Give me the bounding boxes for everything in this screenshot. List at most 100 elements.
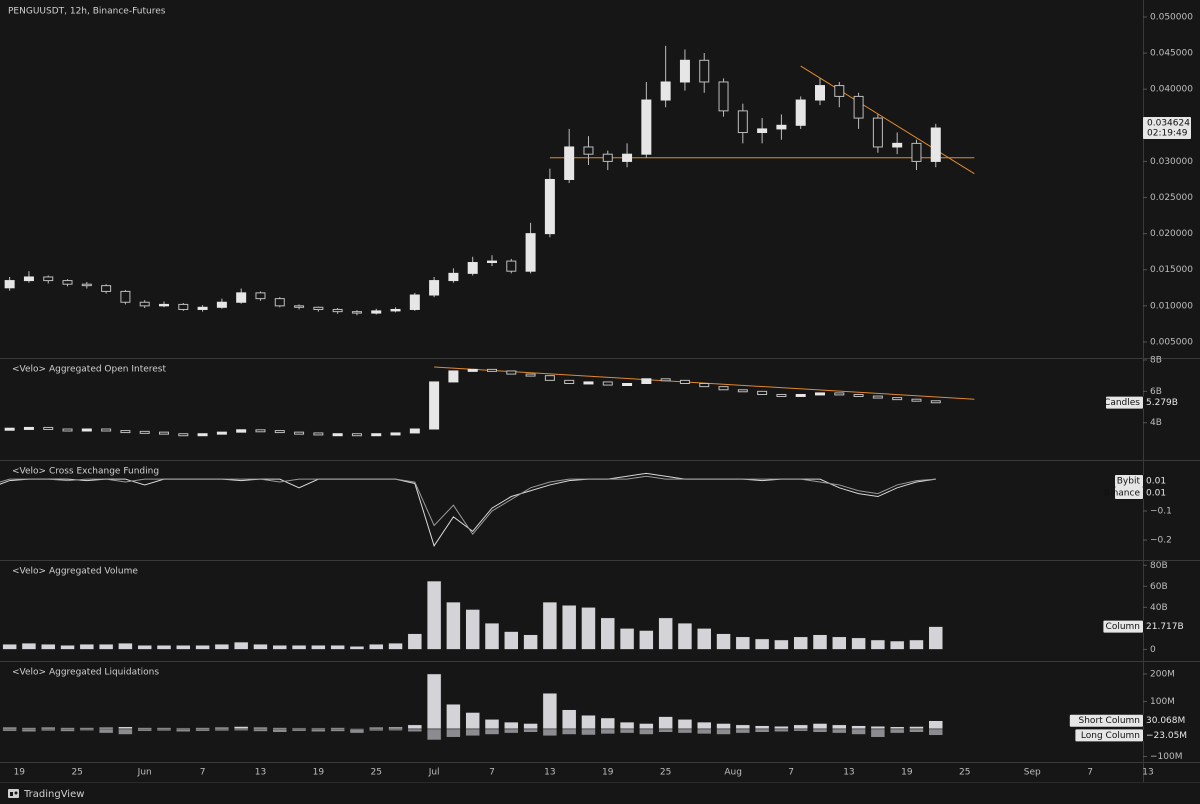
y-tick-label: −100M: [1150, 752, 1182, 762]
candle-body: [564, 146, 575, 180]
bar: [581, 607, 596, 650]
bar: [484, 622, 500, 650]
candle-body: [43, 276, 54, 282]
last-value-box: [1143, 475, 1171, 487]
candle-body: [525, 233, 536, 272]
bar: [407, 724, 423, 730]
oi-candle: [23, 426, 34, 430]
y-tick-label: 0.025000: [1150, 193, 1193, 203]
bar: [774, 725, 789, 730]
candle-body: [815, 85, 825, 101]
bar: [465, 609, 480, 650]
candle-body: [660, 81, 671, 101]
last-value: 0.01: [1146, 477, 1166, 487]
bar: [870, 725, 886, 730]
oi-candle: [679, 379, 690, 385]
bar: [426, 580, 442, 650]
oi-candle: [872, 395, 883, 399]
candle-body: [506, 260, 517, 272]
bar: [446, 601, 461, 650]
bar: [426, 728, 442, 741]
bar: [735, 724, 751, 730]
oi-candle: [313, 432, 324, 436]
bar: [233, 726, 249, 730]
bar: [156, 728, 172, 732]
bar: [658, 716, 673, 730]
x-tick-label: Jun: [137, 768, 152, 778]
bar: [639, 723, 654, 730]
candle-body: [853, 95, 864, 119]
tradingview-logo: [8, 789, 19, 798]
legend-name: Long Column: [1081, 731, 1140, 741]
bar: [658, 728, 673, 733]
bar: [272, 644, 288, 650]
legend-name-box: [1115, 475, 1143, 487]
legend-name: Short Column: [1079, 716, 1140, 726]
x-tick-label: 25: [371, 768, 382, 778]
candle-body: [930, 127, 941, 162]
candle-body: [487, 260, 497, 264]
bar: [79, 728, 95, 731]
bar: [832, 724, 847, 730]
oi-candle: [351, 433, 362, 437]
y-tick-label: 0.030000: [1150, 157, 1193, 167]
candle-body: [602, 153, 613, 162]
bar: [812, 728, 828, 733]
x-tick-label: 7: [788, 768, 794, 778]
y-tick-label: 0.010000: [1150, 301, 1193, 311]
bar: [677, 719, 693, 730]
bar: [735, 636, 751, 650]
bar: [600, 617, 616, 650]
bar: [523, 634, 538, 650]
candle-body: [776, 124, 787, 130]
x-tick-label: 19: [901, 768, 913, 778]
bar: [214, 643, 230, 650]
bar: [98, 728, 114, 734]
bar: [909, 728, 924, 733]
oi-candle: [660, 378, 671, 382]
oi-candle: [834, 392, 845, 396]
oi-candle: [892, 397, 903, 401]
candle-body: [332, 308, 343, 313]
candle-body: [274, 298, 285, 307]
oi-candle: [4, 427, 15, 431]
oi-candle: [467, 368, 478, 372]
pane-title: <Velo> Aggregated Volume: [12, 567, 138, 577]
x-tick-label: 25: [71, 768, 82, 778]
candle-body: [757, 128, 768, 134]
bar: [137, 728, 152, 732]
x-tick-label: 13: [255, 768, 266, 778]
oi-candle: [81, 428, 92, 432]
bar: [600, 717, 616, 730]
oi-candle: [622, 383, 633, 386]
pane-title: <Velo> Cross Exchange Funding: [12, 467, 159, 477]
bar: [40, 643, 56, 650]
candle-body: [4, 280, 15, 289]
bar: [754, 725, 770, 730]
bar: [639, 728, 654, 735]
bar: [600, 728, 616, 735]
y-tick-label: 100M: [1150, 697, 1175, 707]
last-price: 0.034624: [1147, 119, 1190, 129]
bar: [542, 692, 558, 730]
bar: [561, 709, 577, 730]
x-tick-label: Jul: [428, 768, 440, 778]
y-tick-label: 6B: [1150, 387, 1162, 397]
candle-body: [81, 283, 92, 287]
bar: [137, 644, 152, 650]
oi-candle: [178, 433, 189, 437]
bar: [928, 720, 944, 730]
candle-body: [892, 142, 903, 148]
bar: [484, 719, 500, 730]
last-value: 30.068M: [1146, 716, 1185, 726]
bar: [272, 728, 288, 733]
oi-candle: [236, 429, 247, 433]
legend-name: Candles: [1104, 398, 1140, 408]
bar: [696, 628, 712, 650]
oi-candle: [776, 393, 787, 397]
bar: [504, 631, 519, 650]
oi-candle: [294, 431, 305, 435]
y-tick-label: 200M: [1150, 669, 1175, 679]
pane-title: PENGUUSDT, 12h, Binance-Futures: [8, 7, 166, 17]
candle-body: [313, 306, 324, 310]
